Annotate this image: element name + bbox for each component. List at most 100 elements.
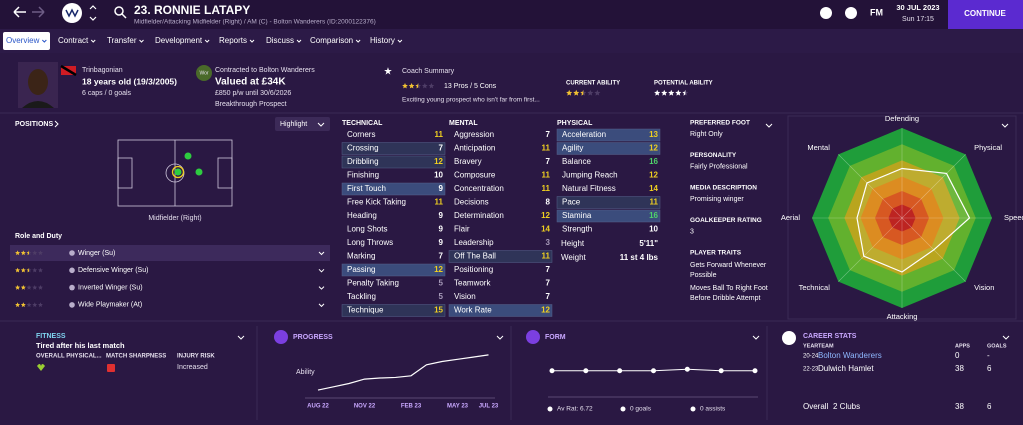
attribute-value: 7 — [546, 279, 551, 288]
natural-position-ring — [171, 165, 185, 179]
star-clip — [668, 89, 675, 96]
star-empty — [26, 302, 32, 307]
back-arrow[interactable] — [13, 6, 26, 18]
progress-title[interactable]: PROGRESS — [293, 334, 333, 341]
trait: Moves Ball To Right Foot — [690, 285, 768, 292]
form-point — [752, 368, 758, 374]
highlight-label[interactable]: Highlight — [280, 121, 307, 128]
chevron[interactable] — [318, 251, 325, 256]
attribute-name: Finishing — [347, 171, 379, 180]
nav-tab[interactable]: Transfer — [107, 36, 137, 45]
star-empty — [594, 89, 601, 96]
progress-y-label: Ability — [296, 369, 315, 376]
chevron — [496, 335, 504, 340]
chevron — [54, 120, 59, 128]
positions-title[interactable]: POSITIONS — [15, 121, 53, 128]
career-total: 38 — [955, 402, 964, 411]
fitness-title[interactable]: FITNESS — [36, 333, 66, 340]
career-cell: 38 — [955, 364, 964, 373]
fm-logo[interactable]: FM — [870, 7, 883, 17]
nav-tab[interactable]: Comparison — [310, 36, 353, 45]
nav-tab[interactable]: Discuss — [266, 36, 294, 45]
star-clip — [15, 250, 21, 256]
star-rating — [15, 302, 43, 307]
form-title[interactable]: FORM — [545, 334, 566, 341]
attribute-value: 7 — [439, 252, 444, 261]
star-clip — [654, 89, 661, 96]
highlight-dropdown[interactable] — [275, 117, 330, 131]
role-name: Winger (Su) — [78, 250, 115, 257]
attribute-value: 11 — [542, 171, 551, 180]
active-tab[interactable] — [3, 32, 50, 50]
career-cell: - — [987, 351, 990, 360]
x-tick-label: AUG 22 — [307, 404, 329, 410]
star-empty — [587, 89, 594, 96]
forward-arrow[interactable] — [32, 6, 45, 18]
star-filled — [20, 250, 26, 256]
form-assists: 0 assists — [700, 406, 726, 413]
position-dot — [174, 168, 182, 176]
star-clip — [573, 89, 580, 96]
star-clip — [26, 250, 30, 256]
x-tick-label: JUL 23 — [479, 404, 499, 410]
attribute-value: 7 — [546, 130, 551, 139]
attribute-name: Anticipation — [454, 144, 495, 153]
attribute-group-title: PHYSICAL — [557, 120, 593, 127]
attribute-value: 14 — [649, 184, 658, 193]
nav-tab[interactable]: Development — [155, 36, 203, 45]
x-tick-label: FEB 23 — [401, 404, 422, 410]
career-cell: 0 — [955, 351, 960, 360]
continue-button[interactable] — [948, 0, 1023, 29]
career-cell: 6 — [987, 364, 992, 373]
icon-help[interactable] — [845, 7, 857, 19]
nav-tab[interactable]: Reports — [219, 36, 247, 45]
chevron[interactable] — [318, 268, 325, 273]
radar-panel — [787, 115, 1017, 320]
position-dot — [184, 152, 192, 160]
nav-tab[interactable]: History — [370, 36, 395, 45]
chevron — [355, 39, 361, 43]
star-empty — [38, 302, 43, 307]
attribute-name: Aggression — [454, 130, 494, 139]
coach-title: Coach Summary — [402, 68, 455, 75]
player-switcher[interactable] — [89, 5, 97, 21]
attribute-name: Vision — [454, 292, 476, 301]
attribute-value: 9 — [439, 225, 444, 234]
star-filled — [20, 267, 26, 273]
nav-tab[interactable]: Overview — [6, 36, 40, 45]
attribute-name: Strength — [562, 225, 592, 234]
attribute-value: 7 — [546, 157, 551, 166]
detail-title: PREFERRED FOOT — [690, 120, 750, 127]
radar-label: Defending — [885, 114, 919, 123]
x-tick-label: MAY 23 — [447, 404, 469, 410]
icon-ball[interactable] — [820, 7, 832, 19]
av-rating: Av Rat: 6.72 — [557, 406, 593, 413]
chevron — [90, 39, 96, 43]
fitness-label: OVERALL PHYSICAL... — [36, 354, 102, 360]
attribute-value: 12 — [434, 157, 443, 166]
player-shirt — [22, 101, 54, 108]
star-filled — [15, 302, 21, 307]
club-crest[interactable] — [62, 3, 82, 23]
star-clip — [26, 267, 30, 273]
chevron[interactable] — [318, 303, 325, 308]
fitness-label: INJURY RISK — [177, 354, 215, 360]
chevron[interactable] — [318, 286, 325, 290]
attribute-name: Free Kick Taking — [347, 198, 406, 207]
attribute-highlight — [556, 209, 661, 223]
search-icon[interactable] — [114, 6, 124, 16]
star-clip — [15, 302, 21, 307]
position-dot — [195, 168, 203, 176]
injury-risk: Increased — [177, 364, 208, 371]
attribute-name: Bravery — [454, 157, 482, 166]
attribute-name: Positioning — [454, 265, 493, 274]
nav-tab[interactable]: Contract — [58, 36, 89, 45]
attribute-value: 9 — [439, 238, 444, 247]
star-filled — [20, 285, 26, 290]
attribute-value: 10 — [434, 171, 443, 180]
attribute-value: 11 — [650, 198, 659, 207]
career-title[interactable]: CAREER STATS — [803, 333, 857, 340]
continue-label[interactable]: CONTINUE — [964, 9, 1006, 18]
attribute-value: 7 — [546, 292, 551, 301]
attribute-name: Concentration — [454, 184, 504, 193]
